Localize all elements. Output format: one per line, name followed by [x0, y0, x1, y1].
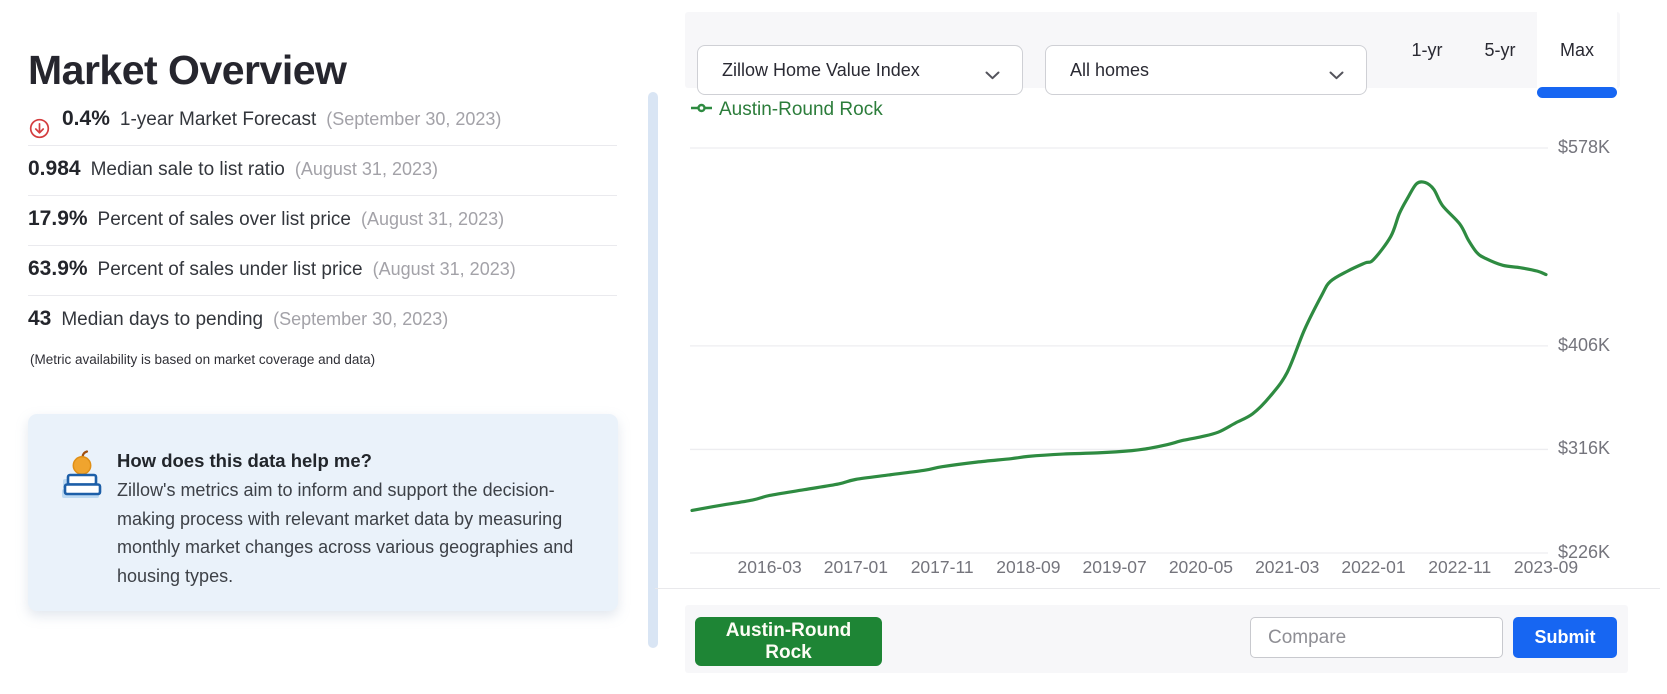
- stat-label: Percent of sales over list price: [97, 209, 351, 230]
- region-button[interactable]: Austin-Round Rock: [695, 617, 882, 666]
- page-title: Market Overview: [28, 47, 347, 94]
- x-axis-label: 2019-07: [1082, 557, 1147, 577]
- stat-date: (August 31, 2023): [361, 209, 505, 229]
- stat-label: Percent of sales under list price: [97, 259, 363, 280]
- x-axis-label: 2020-05: [1168, 557, 1234, 577]
- tab-range-1yr[interactable]: 1-yr: [1411, 39, 1443, 60]
- help-box-title: How does this data help me?: [117, 450, 372, 471]
- stat-date: (September 30, 2023): [326, 109, 502, 129]
- x-axis-label: 2022-11: [1428, 557, 1492, 577]
- stat-row-days-to-pending: 43 Median days to pending (September 30,…: [28, 296, 617, 346]
- x-axis-label: 2021-03: [1255, 557, 1320, 577]
- y-axis-label: $226K: [1558, 542, 1611, 562]
- active-tab-underline: [1537, 87, 1617, 98]
- tab-range-5yr[interactable]: 5-yr: [1484, 39, 1516, 60]
- forecast-down-icon: [28, 117, 51, 140]
- chart-legend: Austin-Round Rock: [691, 99, 883, 121]
- stat-row-sale-to-list: 0.984 Median sale to list ratio (August …: [28, 146, 617, 196]
- stat-value: 63.9%: [28, 257, 88, 280]
- panel-divider-scrollbar[interactable]: [648, 92, 658, 648]
- metric-availability-note: (Metric availability is based on market …: [30, 352, 376, 367]
- legend-line-marker-icon: [691, 101, 712, 119]
- home-type-dropdown-value: All homes: [1070, 59, 1150, 80]
- market-stats-list: 0.4% 1-year Market Forecast (September 3…: [28, 96, 617, 346]
- chart-footer-bar: Austin-Round Rock Submit: [685, 605, 1628, 673]
- footer-separator: [655, 588, 1660, 589]
- help-box-body: Zillow's metrics aim to inform and suppo…: [117, 480, 574, 586]
- stat-label: 1-year Market Forecast: [119, 109, 317, 130]
- home-type-dropdown[interactable]: All homes: [1045, 45, 1367, 95]
- stat-date: (August 31, 2023): [372, 259, 516, 279]
- x-axis-label: 2018-09: [996, 557, 1061, 577]
- x-axis-label: 2017-01: [823, 557, 888, 577]
- stat-label: Median days to pending: [61, 309, 264, 330]
- stat-date: (September 30, 2023): [273, 309, 449, 329]
- line-chart[interactable]: [690, 140, 1548, 573]
- stat-value: 0.984: [28, 157, 81, 180]
- compare-input[interactable]: [1250, 617, 1503, 658]
- x-axis-label: 2017-11: [910, 557, 974, 577]
- x-axis-label: 2022-01: [1341, 557, 1406, 577]
- legend-label: Austin-Round Rock: [719, 99, 883, 120]
- stat-value: 17.9%: [28, 207, 88, 230]
- stat-date: (August 31, 2023): [294, 159, 438, 179]
- books-apple-icon: [59, 448, 107, 505]
- stat-value: 43: [28, 307, 52, 330]
- y-axis-label: $406K: [1558, 334, 1611, 355]
- help-box: How does this data help me? Zillow's met…: [28, 414, 618, 611]
- chart-toolbar: Zillow Home Value Index All homes 1-yr 5…: [685, 12, 1620, 98]
- y-axis-label: $316K: [1558, 438, 1611, 459]
- submit-button[interactable]: Submit: [1513, 617, 1617, 658]
- x-axis-label: 2016-03: [737, 557, 802, 577]
- stat-row-sales-over-list: 17.9% Percent of sales over list price (…: [28, 196, 617, 246]
- stat-value: 0.4%: [62, 107, 110, 130]
- stat-row-market-forecast: 0.4% 1-year Market Forecast (September 3…: [28, 96, 617, 146]
- metric-dropdown-value: Zillow Home Value Index: [722, 59, 920, 80]
- stat-row-sales-under-list: 63.9% Percent of sales under list price …: [28, 246, 617, 296]
- chevron-down-icon: [985, 67, 1000, 85]
- y-axis-label: $578K: [1558, 137, 1611, 157]
- stat-label: Median sale to list ratio: [90, 159, 285, 180]
- chevron-down-icon: [1329, 67, 1344, 85]
- tab-range-max[interactable]: Max: [1537, 12, 1617, 88]
- metric-dropdown[interactable]: Zillow Home Value Index: [697, 45, 1023, 95]
- x-axis-label: 2023-09: [1513, 557, 1579, 577]
